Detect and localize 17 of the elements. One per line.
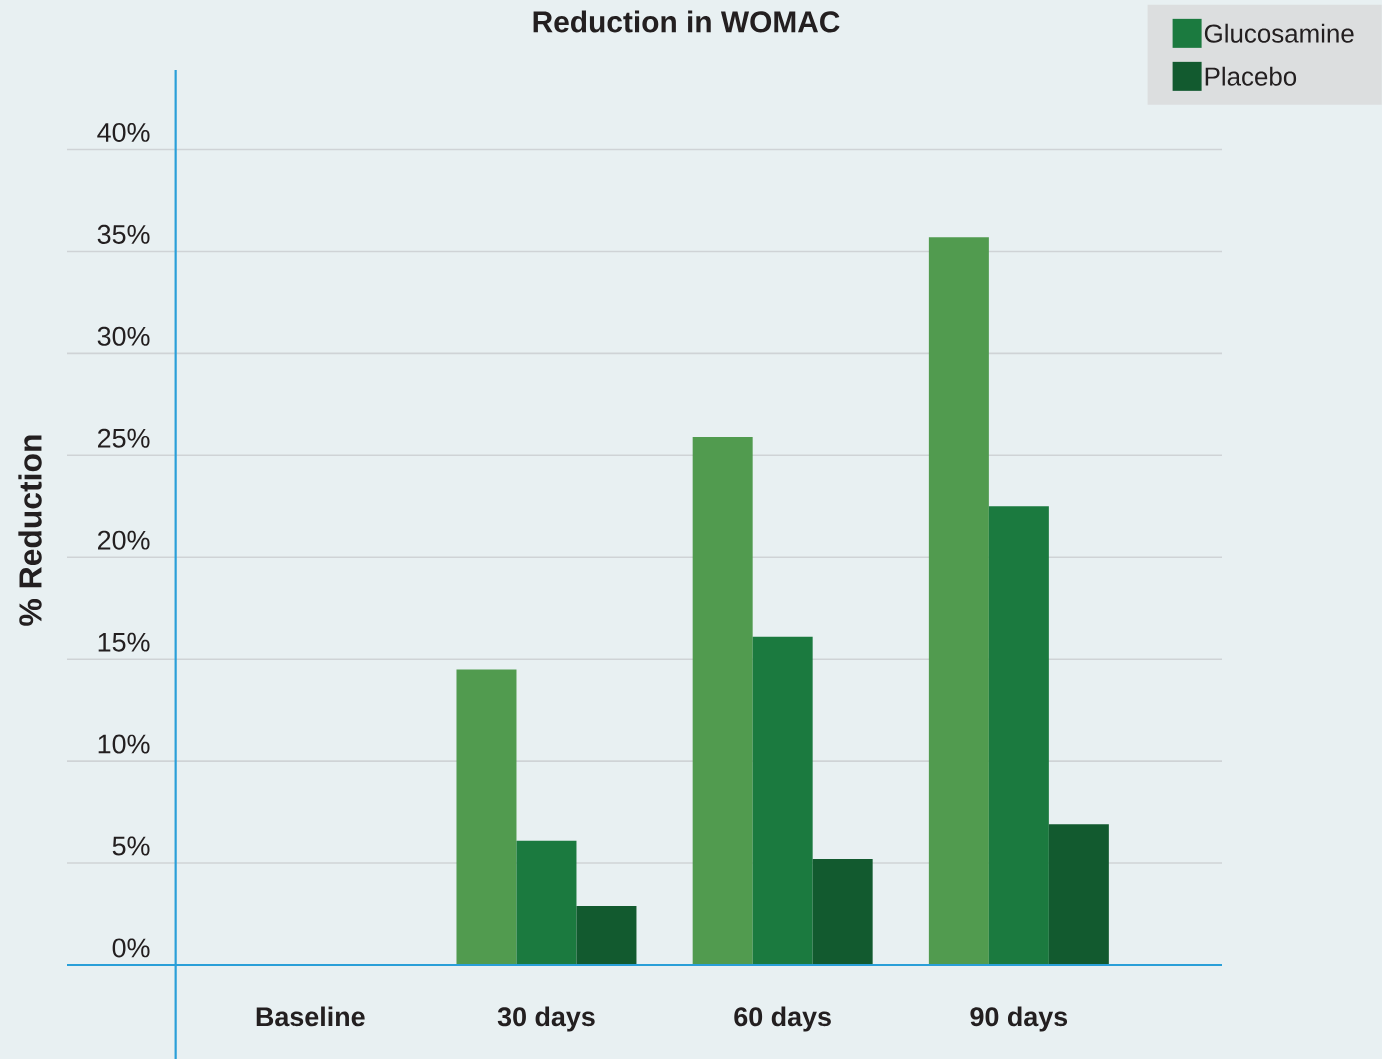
legend-label: Placebo — [1205, 66, 1297, 86]
chart-title: Reduction in WOMAC — [533, 10, 840, 33]
y-tick-label: 35% — [97, 224, 150, 244]
y-tick-label: 10% — [98, 734, 150, 754]
x-tick-label: 60 days — [734, 1006, 831, 1032]
y-tick-label: 20% — [98, 530, 150, 550]
y-tick-label: 40% — [97, 122, 150, 142]
legend-label: Glucosamine — [1204, 23, 1354, 43]
y-axis-title: % Reduction — [18, 435, 42, 626]
x-tick-label: 90 days — [970, 1006, 1068, 1032]
y-tick-label: 25% — [98, 428, 150, 448]
y-tick-label: 5% — [112, 836, 150, 856]
x-tick-label: 30 days — [497, 1006, 595, 1032]
x-tick-label: Baseline — [256, 1006, 365, 1027]
y-tick-label: 0% — [112, 938, 150, 958]
y-tick-label: 30% — [97, 326, 150, 346]
y-tick-label: 15% — [98, 632, 150, 652]
